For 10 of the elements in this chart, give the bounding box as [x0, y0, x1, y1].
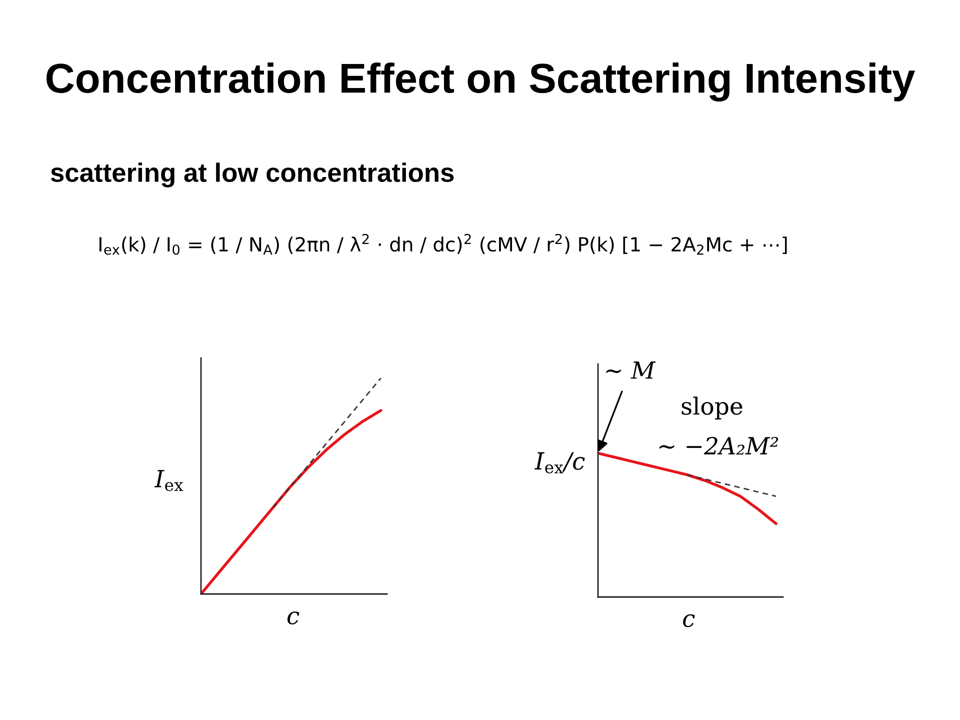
- text: slope: [682, 396, 742, 420]
- x-axis-title: c: [287, 612, 300, 624]
- y-axis-title: I$_{ex}$/c: [534, 452, 585, 474]
- x-axis-title: c: [683, 614, 695, 628]
- y-axis-title: I$_{ex}$: [154, 470, 184, 492]
- text: Concentration Effect on Scattering Intensity: [46, 62, 916, 102]
- text: I$_{ex}$(k) / I$_{0}$ = (1 / N$_{A}$) (2πn / λ$^{2}$ · dn / dc)$^{2}$ (cMV / r$^{2}$) P(k) [1 − 2A$_{2}$Mc + ⋯]: [99, 234, 787, 255]
- text: ∼ M: [606, 361, 656, 379]
- chart-subtitle: scattering at low concentrations: [50, 162, 454, 188]
- annotation: ∼ −2A₂M²: [659, 436, 778, 454]
